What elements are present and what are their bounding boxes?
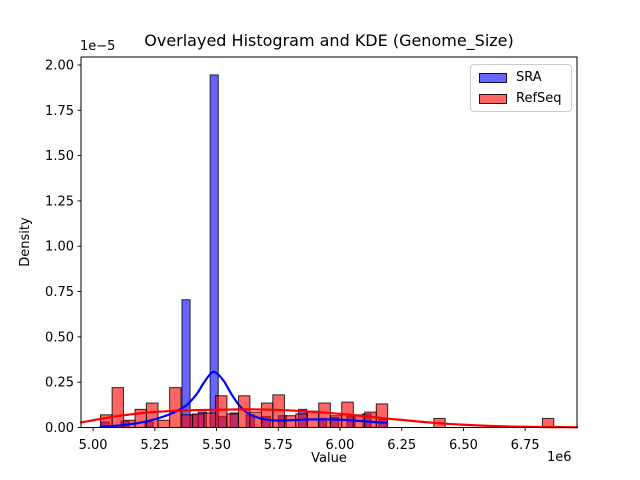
y-tick-label: 1.25 <box>45 194 74 209</box>
x-tick-label: 6.75 <box>511 438 540 453</box>
kde-line-sra <box>99 370 388 428</box>
hist-bar-refseq <box>226 413 240 429</box>
x-tick-label: 5.00 <box>79 438 108 453</box>
y-tick-label: 1.75 <box>45 104 74 119</box>
legend-swatch-sra <box>479 72 507 83</box>
y-axis-label: Density <box>18 217 33 267</box>
x-axis-label: Value <box>311 451 347 466</box>
hist-bar-refseq <box>375 403 389 429</box>
hist-bar-refseq <box>215 395 228 429</box>
x-axis-offset-label: 1e6 <box>547 450 572 465</box>
y-tick-label: 0.00 <box>45 421 74 436</box>
y-axis-offset-label: 1e−5 <box>80 39 116 54</box>
legend-swatch-refseq <box>479 93 507 104</box>
chart-title: Overlayed Histogram and KDE (Genome_Size… <box>144 31 514 50</box>
hist-bar-refseq <box>180 414 194 429</box>
hist-bar-refseq <box>157 419 171 429</box>
legend-label: RefSeq <box>516 91 562 106</box>
hist-bar-refseq <box>145 402 159 429</box>
x-tick-label: 6.25 <box>387 438 416 453</box>
hist-bar-refseq <box>329 415 343 429</box>
x-tick-label: 6.50 <box>449 438 478 453</box>
y-tick-label: 1.50 <box>45 149 74 164</box>
x-tick-label: 5.50 <box>202 438 231 453</box>
hist-bar-refseq <box>192 413 205 429</box>
legend-label: SRA <box>516 70 542 85</box>
axes-spines <box>80 56 578 428</box>
hist-bar-refseq <box>203 412 217 429</box>
y-tick-label: 1.00 <box>45 240 74 255</box>
kde-line-refseq <box>79 408 579 429</box>
y-tick-label: 0.50 <box>45 330 74 345</box>
y-tick-label: 0.75 <box>45 285 74 300</box>
hist-bar-refseq <box>364 411 377 429</box>
hist-bar-refseq <box>111 387 124 429</box>
x-tick-label: 5.75 <box>264 438 293 453</box>
y-tick-label: 2.00 <box>45 58 74 73</box>
legend-item: SRA <box>479 69 571 86</box>
hist-bar-refseq <box>260 402 274 429</box>
hist-bar-refseq <box>169 387 182 429</box>
x-tick-label: 6.00 <box>326 438 355 453</box>
hist-bar-refseq <box>283 415 297 429</box>
x-tick-label: 5.25 <box>140 438 169 453</box>
legend: SRA RefSeq <box>470 64 572 112</box>
y-tick-label: 0.25 <box>45 376 74 391</box>
hist-bar-refseq <box>318 402 331 429</box>
legend-item: RefSeq <box>479 90 571 107</box>
